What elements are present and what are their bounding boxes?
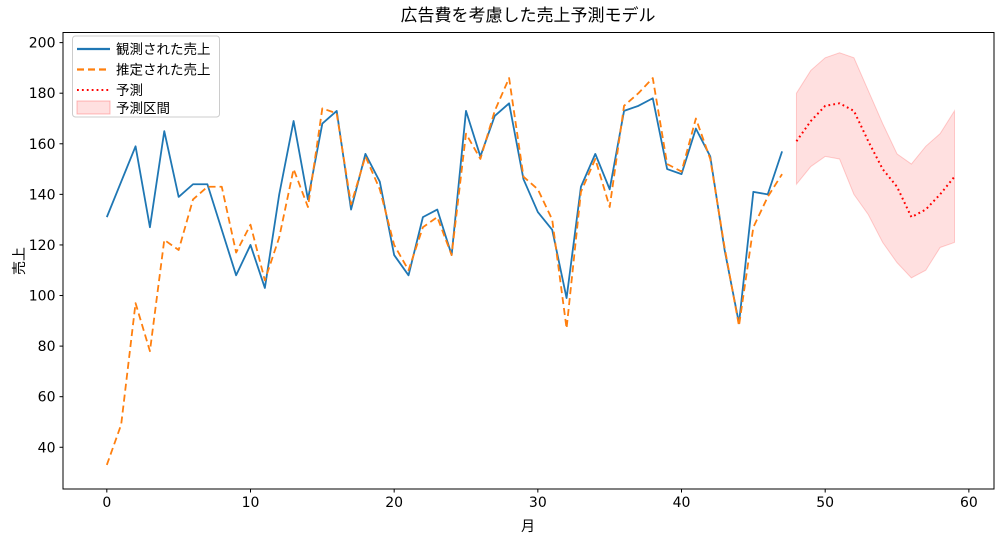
- plot-content: 0 10 20 30 40 50 60 40 60 80 100 120 140 160 180 200: [29, 36, 978, 511]
- chart-title: 広告費を考慮した売上予測モデル: [401, 5, 656, 26]
- x-tick-label: 50: [816, 495, 834, 511]
- y-tick-label: 40: [38, 440, 56, 456]
- y-tick-label: 140: [29, 187, 56, 203]
- legend-label-forecast: 予測: [116, 83, 143, 99]
- estimated-sales-line: [105, 77, 783, 466]
- x-tick-label: 0: [102, 495, 111, 511]
- y-axis-label: 売上: [12, 247, 28, 275]
- forecast-interval-band: [795, 52, 955, 279]
- x-tick-label: 20: [385, 495, 403, 511]
- y-tick-label: 80: [38, 339, 56, 355]
- y-tick-label: 100: [29, 289, 56, 305]
- x-axis-label: 月: [521, 519, 535, 535]
- y-tick-label: 200: [29, 36, 56, 52]
- legend-label-observed: 観測された売上: [116, 41, 211, 58]
- legend-sample-interval-patch: [76, 100, 111, 115]
- y-tick-label: 60: [38, 390, 56, 406]
- y-tick-label: 180: [29, 86, 56, 102]
- legend: 観測された売上 推定された売上 予測 予測区間: [72, 35, 220, 118]
- x-tick-label: 40: [673, 495, 691, 511]
- x-tick-label: 60: [960, 495, 978, 511]
- x-tick-label: 30: [529, 495, 547, 511]
- y-tick-label: 120: [29, 238, 56, 254]
- x-tick-label: 10: [242, 495, 260, 511]
- y-tick-label: 160: [29, 137, 56, 153]
- legend-label-interval: 予測区間: [116, 101, 170, 117]
- legend-frame: [72, 35, 220, 118]
- legend-label-estimated: 推定された売上: [116, 63, 211, 79]
- observed-sales-line: [105, 97, 783, 325]
- plot-area-border: [62, 32, 995, 490]
